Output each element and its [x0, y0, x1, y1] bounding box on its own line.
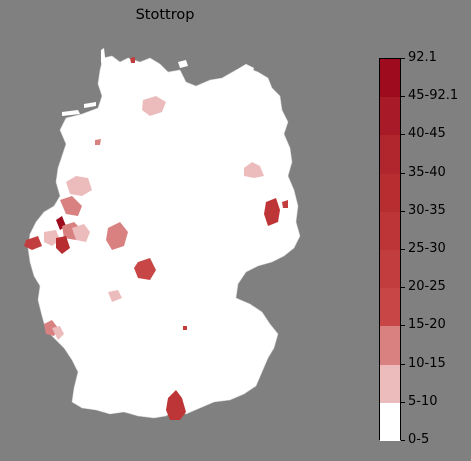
legend-tick — [401, 210, 405, 212]
district-hamburg — [142, 96, 166, 116]
legend-tick — [401, 172, 405, 174]
legend-tick — [401, 401, 405, 403]
legend-label: 35-40 — [408, 164, 446, 180]
legend-tick — [401, 96, 405, 98]
legend-label: 20-25 — [408, 279, 446, 295]
legend-label: 10-15 — [408, 355, 446, 371]
legend-label: 0-5 — [408, 432, 430, 447]
legend-tick — [401, 134, 405, 136]
district-saar-light — [52, 326, 64, 340]
legend-label: 45-92.1 — [408, 88, 459, 104]
district-siegen — [72, 224, 90, 242]
legend-label: 92.1 — [408, 50, 437, 65]
district-munich-south — [166, 390, 186, 420]
legend-swatch — [380, 326, 400, 366]
legend-label: 40-45 — [408, 126, 446, 142]
north-sea-islands — [62, 102, 96, 116]
district-erfurt — [134, 258, 156, 280]
legend-tick — [401, 249, 405, 250]
legend-swatch — [380, 402, 400, 442]
legend-tick — [401, 325, 405, 327]
ruegen-island — [236, 64, 254, 82]
sylt-island — [101, 48, 106, 70]
legend-tick — [401, 440, 405, 441]
legend-label: 25-30 — [408, 241, 446, 256]
legend-tick — [401, 363, 405, 365]
legend-swatch — [380, 173, 400, 213]
legend-swatch — [380, 135, 400, 175]
legend-swatch — [380, 288, 400, 327]
map-title: Stottrop — [135, 7, 195, 23]
district-cottbus — [264, 198, 280, 226]
legend-label: 30-35 — [408, 202, 446, 218]
district-ruhr — [60, 196, 82, 216]
district-cologne-red — [56, 236, 70, 254]
district-frankfurt — [108, 290, 122, 302]
district-aachen — [24, 236, 42, 250]
district-kassel — [106, 222, 128, 250]
legend-swatch — [380, 250, 400, 289]
district-flensburg — [130, 57, 135, 63]
colorbar-legend — [379, 58, 401, 442]
fehmarn-island — [178, 60, 188, 68]
legend-label: 5-10 — [408, 393, 438, 409]
district-berlin-area — [244, 162, 264, 178]
legend-swatch — [380, 59, 400, 98]
district-east-small — [282, 200, 288, 208]
district-muenster — [66, 176, 92, 196]
legend-tick — [401, 58, 405, 59]
district-small-north — [95, 139, 101, 145]
legend-swatch — [380, 97, 400, 136]
legend-swatch — [380, 211, 400, 251]
district-small-mid — [183, 326, 187, 330]
legend-swatch — [380, 364, 400, 404]
legend-tick — [401, 287, 405, 289]
legend-label: 15-20 — [408, 317, 446, 333]
